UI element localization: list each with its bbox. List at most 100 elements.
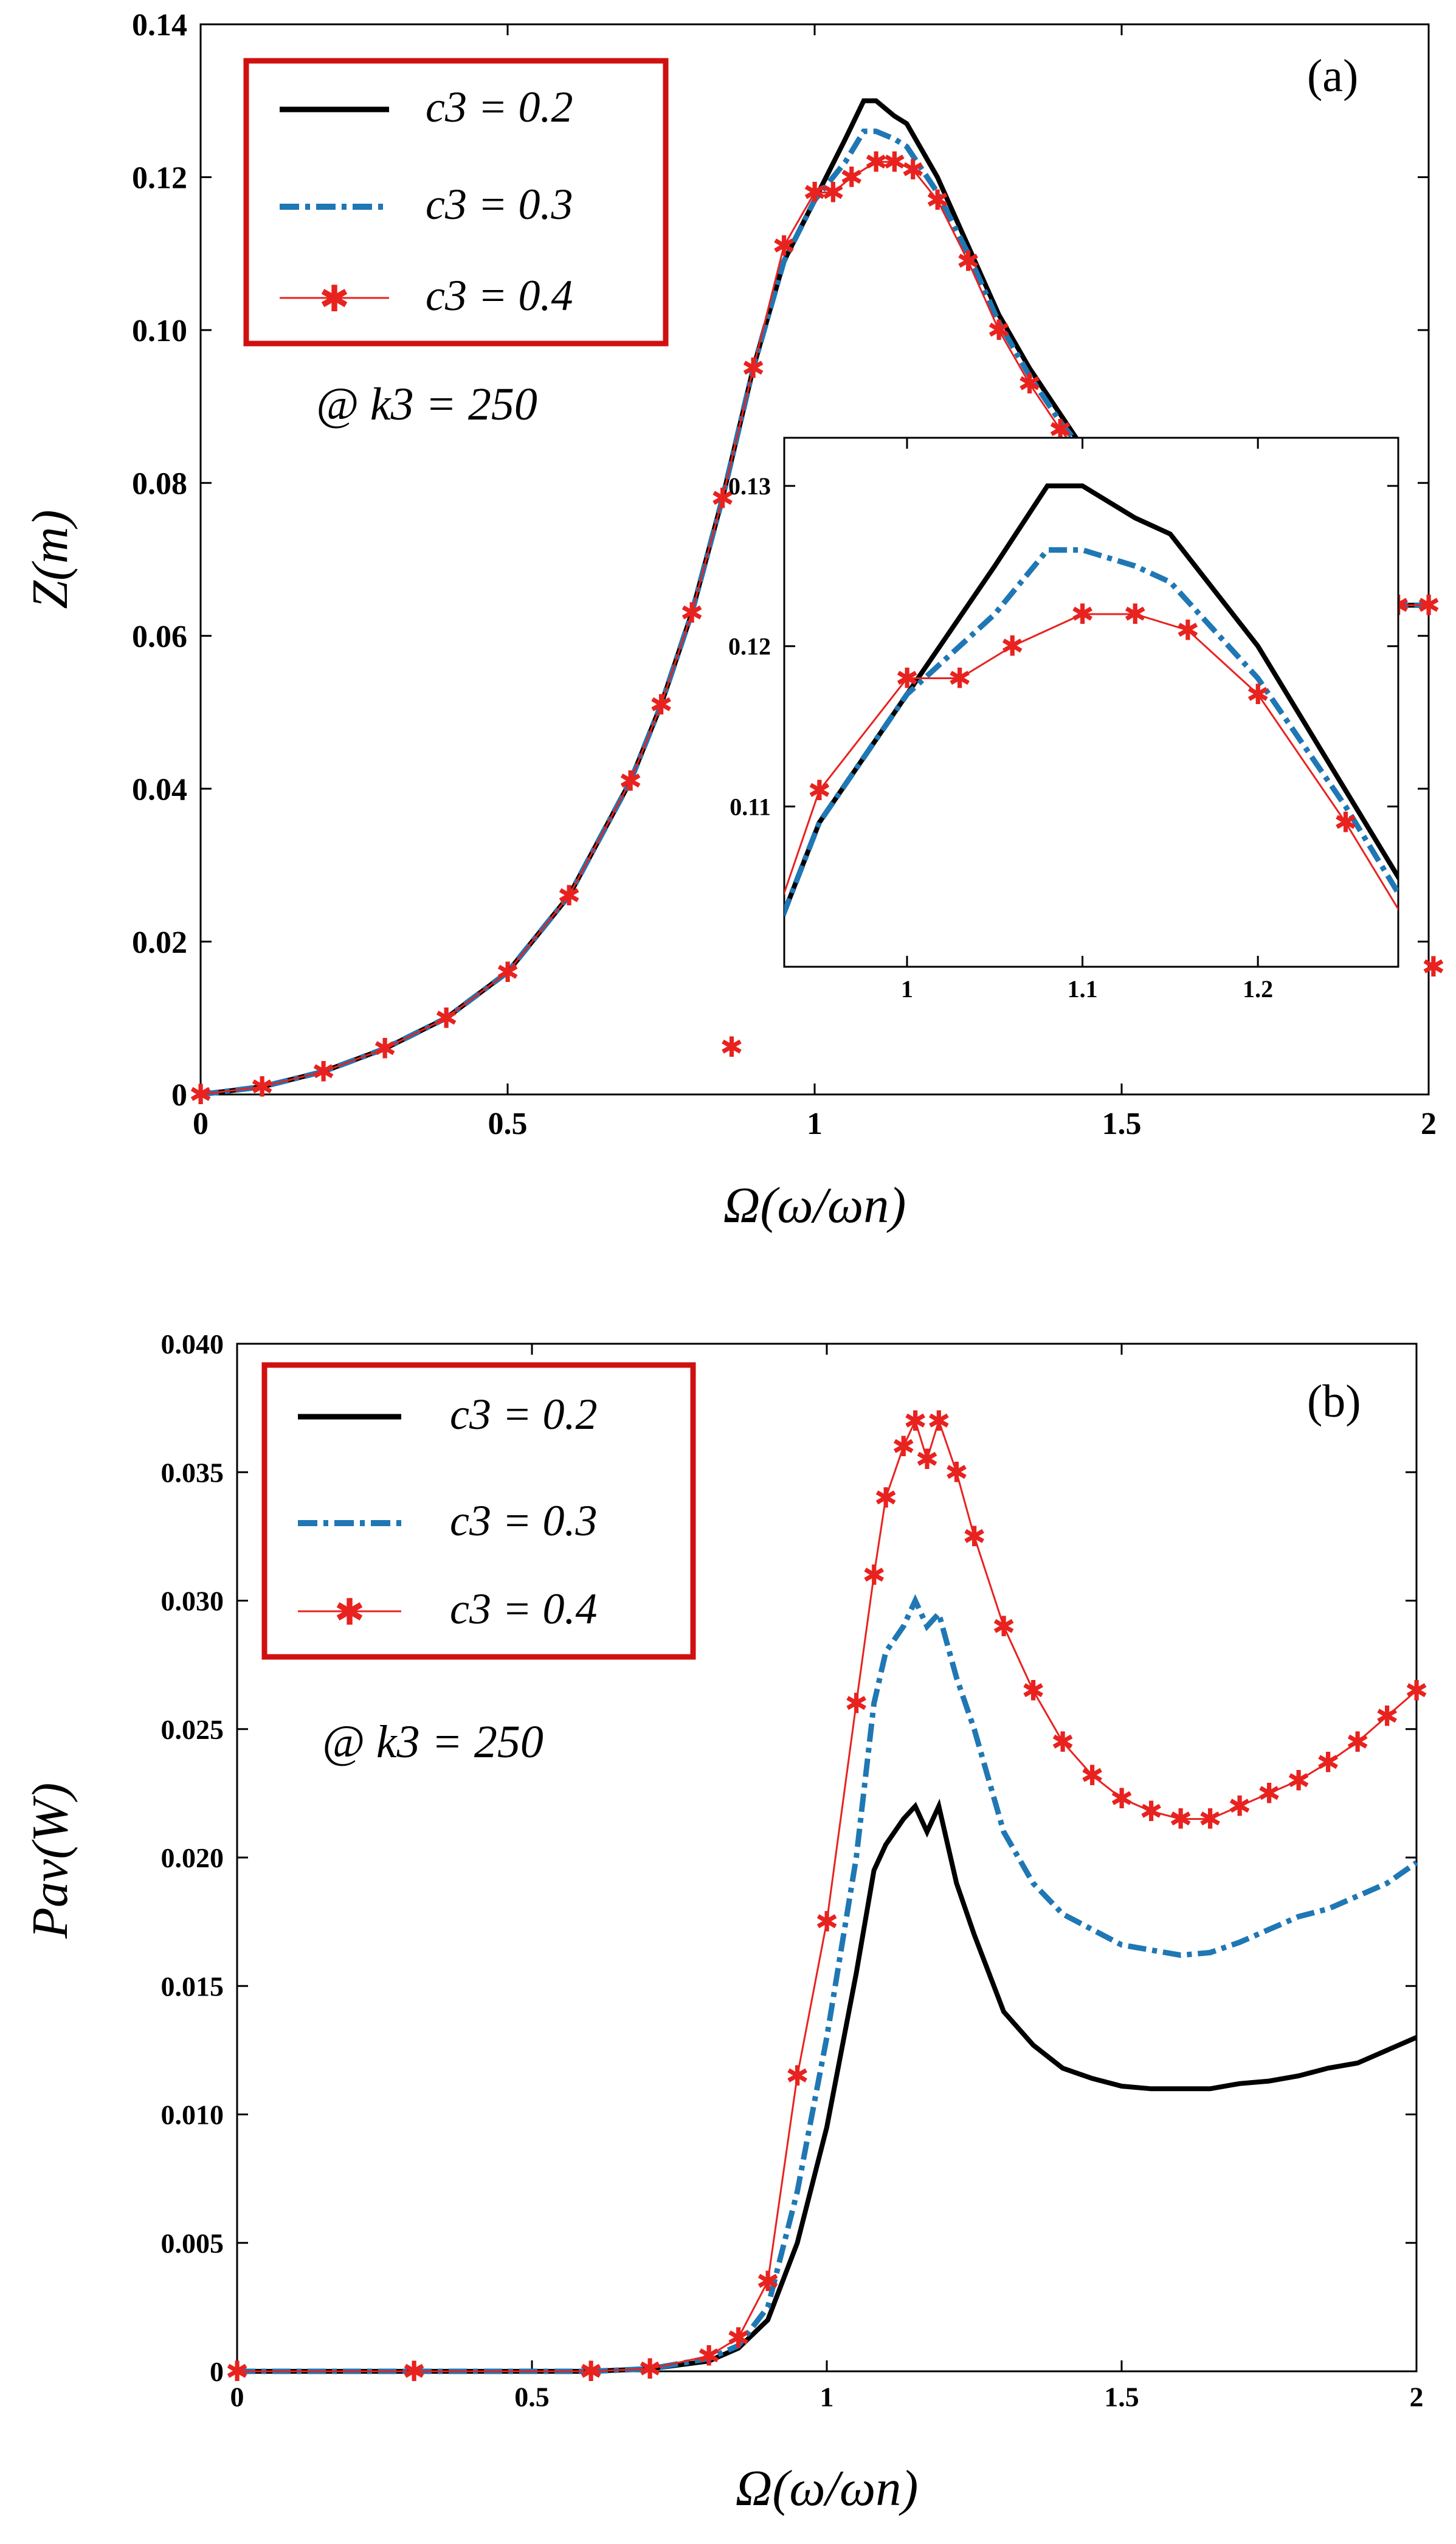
legend-star-a: ✱ [319,278,350,320]
a-star-marker: ✱ [680,596,704,629]
a-ytick-label: 0.12 [132,161,187,196]
inset-plot: 1 1.1 1.2 0.11 0.12 0.13 ✱ ✱ ✱ ✱ ✱ ✱ ✱ ✱ ✱ ✱ ✱ [720,437,1445,1063]
b-star-marker: ✱ [1287,1764,1311,1797]
a-star-marker: ✱ [883,145,906,178]
b-ytick-label: 0.020 [161,1842,224,1873]
annotation-k3-b: @ k3 = 250 [322,1716,543,1768]
a-star-marker: ✱ [864,145,888,178]
b-star-marker: ✱ [402,2355,426,2388]
y-axis-label-b: Pav(W) [22,1783,78,1940]
a-xtick-label: 0.5 [488,1107,528,1141]
a-star-marker: ✱ [649,688,673,721]
legend-label-c3-04-a: c3 = 0.4 [426,271,573,320]
panel-label-b: (b) [1307,1376,1361,1427]
x-axis-label-b: Ω(ω/ωn) [736,2460,919,2517]
b-xtick-label: 0 [230,2382,244,2413]
legend-star-b: ✱ [334,1591,365,1634]
inset-star-marker: ✱ [807,774,831,807]
b-star-marker: ✱ [1346,1726,1370,1758]
a-star-marker: ✱ [840,161,863,193]
inset-star-marker: ✱ [1176,614,1199,646]
a-xtick-label: 2 [1421,1107,1437,1141]
b-star-marker: ✱ [726,2321,750,2354]
b-star-marker: ✱ [927,1405,951,1437]
a-star-marker: ✱ [772,230,796,263]
b-series-line-1 [237,1594,1418,2374]
b-ytick-label: 0 [210,2356,224,2387]
panel-label-a: (a) [1307,50,1358,102]
inset-frame [783,437,1399,968]
y-axis-label-a: Z(m) [22,510,78,609]
b-star-marker: ✱ [962,1520,986,1553]
a-star-marker: ✱ [189,1078,213,1111]
legend-label-c3-04-b: c3 = 0.4 [450,1585,598,1633]
b-star-marker: ✱ [1021,1674,1045,1707]
annotation-k3-a: @ k3 = 250 [316,379,537,430]
b-star-marker: ✱ [1257,1777,1281,1809]
legend-box-b [261,1362,696,1660]
b-star-marker: ✱ [1405,1674,1429,1707]
a-star-marker: ✱ [1417,589,1441,621]
a-star-marker: ✱ [619,765,643,798]
b-star-marker: ✱ [1198,1803,1222,1836]
b-star-marker: ✱ [1316,1746,1340,1779]
a-star-marker: ✱ [312,1055,336,1088]
b-xtick-label: 1 [820,2382,834,2413]
b-star-marker: ✱ [892,1430,916,1463]
a-ytick-label: 0.04 [132,772,187,807]
b-ytick-label: 0.005 [161,2228,224,2259]
panel-a: 0 0.5 1 1.5 2 0 0.02 0.04 0.06 0.08 0.10 0.12 0.14 ✱… [22,8,1445,1234]
inset-ticks: 1 1.1 1.2 0.11 0.12 0.13 [728,438,1398,1003]
series-b: ✱ ✱ ✱ ✱ ✱✱✱✱✱✱✱✱✱✱✱✱✱✱✱✱✱✱✱ ✱ ✱ ✱ ✱ ✱ ✱✱✱✱✱ [226,1405,1429,2388]
a-star-marker: ✱ [987,314,1011,347]
b-star-marker: ✱ [874,1482,898,1515]
a-ytick-label: 0.08 [132,466,187,501]
a-ytick-label: 0.06 [132,620,187,654]
a-star-marker: ✱ [901,153,925,186]
inset-star-marker: ✱ [1421,950,1445,983]
legend-label-c3-03-a: c3 = 0.3 [426,180,573,229]
b-xtick-label: 0.5 [514,2382,550,2413]
a-ytick-label: 0 [171,1078,187,1113]
a-star-marker: ✱ [373,1032,397,1065]
b-series-line-0 [237,1799,1418,2374]
inset-ytick-label: 0.13 [728,472,771,500]
a-star-marker: ✱ [1018,367,1041,400]
b-ytick-label: 0.030 [161,1586,224,1617]
panel-b: 0 0.5 1 1.5 2 0 0.005 0.010 0.015 0.020 0.025 0.030… [22,1329,1428,2517]
b-ytick-label: 0.015 [161,1971,224,2002]
a-xtick-label: 0 [193,1107,209,1141]
b-star-marker: ✱ [1080,1759,1104,1792]
legend-label-c3-02-b: c3 = 0.2 [450,1390,598,1439]
b-star-marker: ✱ [579,2355,603,2388]
inset-xtick-label: 1.2 [1243,975,1273,1003]
inset-star-marker: ✱ [1246,678,1270,711]
inset-star-marker: ✱ [1123,598,1147,631]
b-star-marker: ✱ [1110,1782,1134,1815]
b-xtick-label: 1.5 [1104,2382,1139,2413]
a-ytick-label: 0.02 [132,925,187,960]
a-star-marker: ✱ [742,352,765,385]
ticks-b: 0 0.5 1 1.5 2 0 0.005 0.010 0.015 0.020 0.025 0.030… [161,1329,1424,2412]
inset-xtick-label: 1 [901,975,913,1003]
inset-xtick-label: 1.1 [1068,975,1098,1003]
b-ytick-label: 0.010 [161,2100,224,2131]
b-ytick-label: 0.040 [161,1329,224,1360]
a-star-marker: ✱ [711,482,734,514]
a-star-marker: ✱ [435,1001,458,1034]
b-star-marker: ✱ [815,1906,839,1938]
b-star-marker: ✱ [226,2355,249,2388]
a-xtick-label: 1 [807,1107,823,1141]
inset-ytick-label: 0.12 [728,633,771,660]
b-star-marker: ✱ [862,1558,886,1591]
b-star-marker: ✱ [638,2352,662,2385]
b-star-marker: ✱ [697,2340,721,2373]
a-ytick-label: 0.10 [132,314,187,348]
inset-series-line-1 [784,547,1398,920]
ticks-a: 0 0.5 1 1.5 2 0 0.02 0.04 0.06 0.08 0.10 0.12 0.14 [132,8,1437,1141]
legend-label-c3-02-a: c3 = 0.2 [426,83,573,131]
b-star-marker: ✱ [1228,1790,1252,1823]
a-star-marker: ✱ [956,245,980,278]
inset-star-marker: ✱ [1071,598,1094,631]
